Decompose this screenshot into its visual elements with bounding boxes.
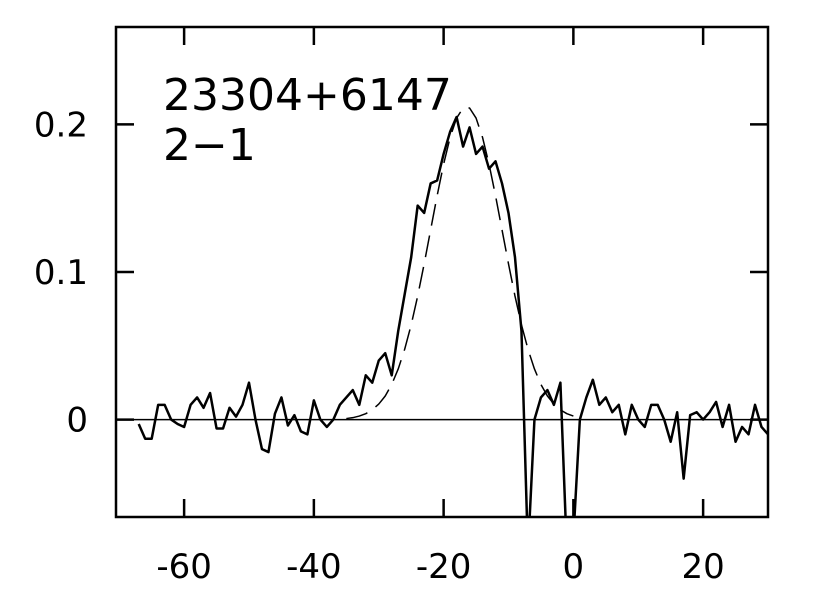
y-tick-label: 0.1 <box>34 253 88 293</box>
fit-line <box>346 107 574 420</box>
x-tick-label: -60 <box>156 547 212 587</box>
x-tick-label: 20 <box>681 547 724 587</box>
y-tick-label: 0 <box>66 401 88 441</box>
y-tick-label: 0.2 <box>34 105 88 145</box>
plot-area <box>137 107 768 517</box>
x-tick-label: -20 <box>416 547 472 587</box>
annotation-source: 23304+6147 <box>163 70 452 121</box>
x-tick-label: -40 <box>286 547 342 587</box>
x-tick-label: 0 <box>563 547 585 587</box>
annotation-transition: 2−1 <box>163 120 256 171</box>
spectrum-line <box>137 115 768 517</box>
